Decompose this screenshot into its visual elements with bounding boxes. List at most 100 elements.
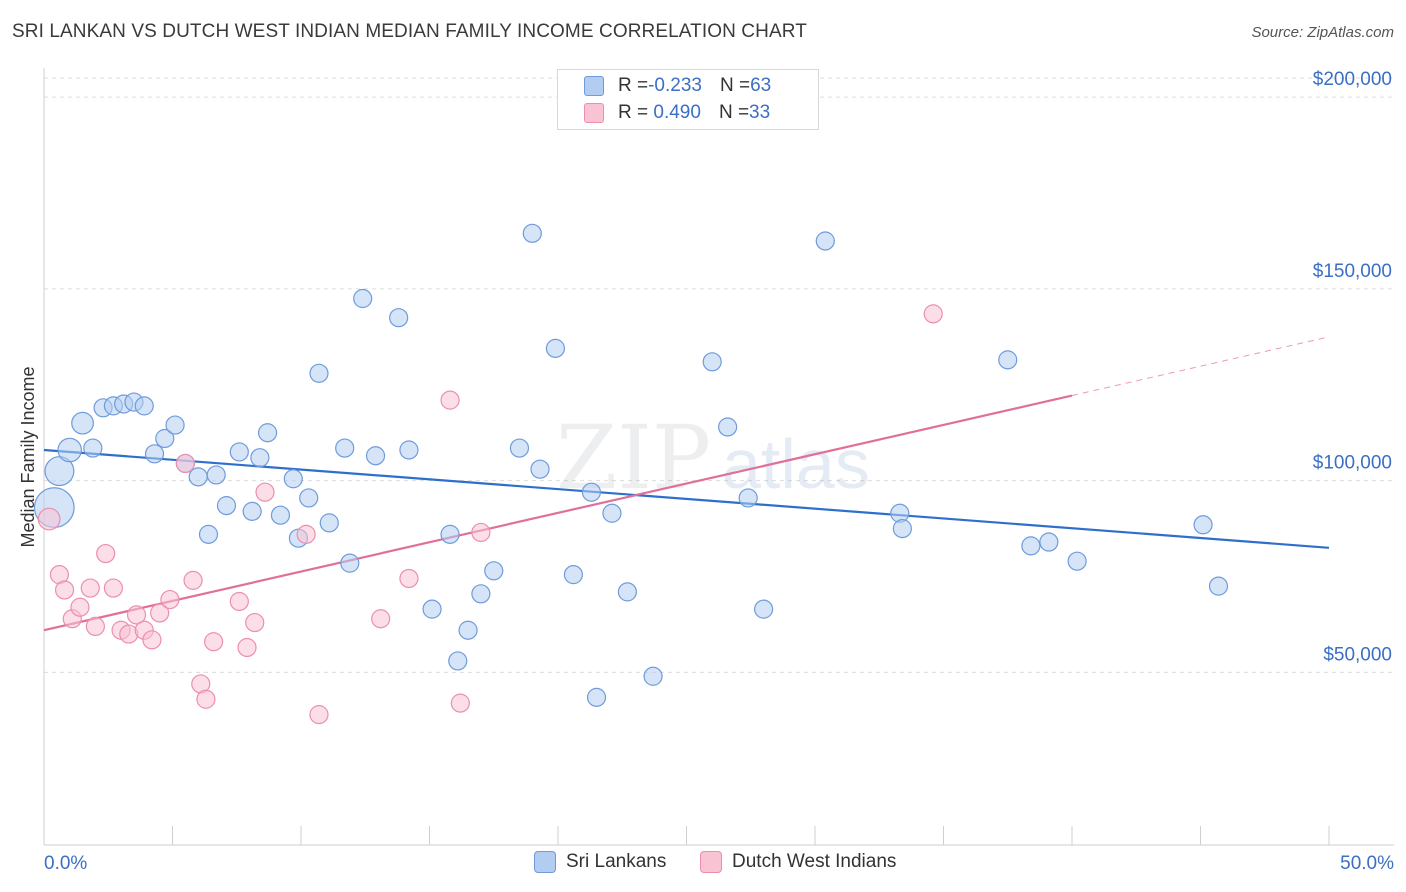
sri-lankan-point [998,350,1018,370]
sri-lankan-point [144,444,165,464]
y-tick-label: $50,000 [1323,644,1392,665]
dutch-west-indian-point [371,609,391,629]
sri-lankan-point [458,620,478,640]
sri-lankan-point [440,524,460,544]
data-points [33,223,1229,725]
legend-r-label: R = [618,75,649,96]
dutch-west-indian-point [296,524,316,544]
bottom-legend-label: Dutch West Indians [732,851,897,872]
sri-lankan-point [257,423,278,443]
dutch-west-indian-point [440,390,460,410]
sri-lankan-point [892,519,912,539]
dutch-west-indian-point [309,705,329,725]
legend-r-value: 0.490 [648,102,701,123]
dutch-west-indian-point [399,568,419,589]
sri-lankan-point [1208,576,1229,596]
sri-lankan-point [1193,515,1213,535]
trend-line-dutch-west-indians-extension [1071,336,1330,397]
legend-n-label: N = [718,102,750,123]
dutch-west-indian-point [103,578,123,598]
sri-lankan-point [335,438,355,458]
dutch-west-indian-point [160,589,180,610]
sri-lankan-point [399,440,419,460]
dutch-west-indian-point [923,304,943,324]
sri-lankan-point [319,513,339,533]
legend-row-sri-lankans: R = -0.233 N = 63 [584,74,771,98]
sri-lankan-point [270,505,291,525]
sri-lankan-point [250,448,270,468]
x-tick-label: 0.0% [44,853,87,874]
sri-lankan-point [188,467,208,487]
dutch-west-indian-point [229,591,249,612]
sri-lankan-point [206,465,226,485]
dutch-west-indian-point [70,597,90,617]
sri-lankan-point [738,488,758,508]
y-axis-title: Median Family Income [18,366,38,547]
sri-lankan-point [299,488,319,508]
sri-lankan-point [448,651,468,671]
legend-swatch-pink [584,103,604,123]
chart-title: SRI LANKAN VS DUTCH WEST INDIAN MEDIAN F… [12,21,807,42]
dutch-west-indian-point [450,693,470,713]
bottom-legend-sri-lankans[interactable]: Sri Lankans [534,851,666,873]
sri-lankan-point [718,417,738,437]
sri-lankan-point [340,553,360,573]
sri-lankan-point [586,687,607,707]
dutch-west-indian-point [96,543,116,564]
sri-lankan-point [422,599,442,619]
sri-lankan-point [530,459,550,479]
legend-r-label: R = [618,102,649,123]
trend-lines [43,336,1330,632]
dutch-west-indian-point [237,637,257,658]
y-tick-label: $200,000 [1313,69,1392,90]
sri-lankan-point [1039,532,1059,552]
sri-lankan-point [57,437,82,463]
dutch-west-indian-point [142,630,162,650]
sri-lankan-point [216,496,237,516]
bottom-legend-swatch-blue [534,851,556,873]
legend-n-value: 63 [750,75,772,96]
dutch-west-indian-point [175,453,195,474]
watermark-zip: ZIP [556,406,711,509]
sri-lankan-point [283,469,303,489]
dutch-west-indian-point [255,482,275,502]
sri-lankan-point [1021,536,1041,556]
sri-lankan-point [242,501,262,521]
sri-lankan-point [815,231,835,251]
legend-r-value: -0.233 [648,75,702,96]
bottom-legend-label: Sri Lankans [566,851,667,872]
dutch-west-indian-point [183,570,203,590]
axes [43,68,1394,846]
sri-lankan-point [643,666,663,686]
sri-lankan-point [1067,551,1087,571]
dutch-west-indian-point [126,605,147,625]
sri-lankan-point [353,288,373,309]
sri-lankan-point [165,415,185,435]
sri-lankan-point [753,599,774,619]
sri-lankan-point [545,338,566,358]
bottom-legend-swatch-pink [700,851,722,873]
sri-lankan-point [471,584,491,604]
y-tick-label: $100,000 [1313,453,1392,474]
sri-lankan-point [509,438,530,458]
trend-line-dutch-west-indians [43,394,1073,632]
dutch-west-indian-point [54,580,75,600]
axis-labels: $50,000 $100,000 $150,000 $200,000 0.0% 50.0%… [18,69,1394,874]
dutch-west-indian-point [245,612,265,633]
y-tick-label: $150,000 [1313,261,1392,282]
bottom-legend-dutch-west-indians[interactable]: Dutch West Indians [700,851,896,873]
dutch-west-indian-point [150,603,170,623]
dutch-west-indian-point [80,578,100,598]
legend-n-label: N = [719,75,751,96]
sri-lankan-point [581,482,602,502]
sri-lankan-point [365,446,386,466]
sri-lankan-point [229,442,249,462]
sri-lankan-point [309,363,329,383]
sri-lankan-point [155,428,175,449]
sri-lankan-point [617,582,637,602]
legend-n-value: 33 [749,102,771,123]
correlation-legend: R = -0.233 N = 63 R = 0.490 N = 33 [557,69,819,130]
dutch-west-indian-point [471,522,491,543]
sri-lankan-point [134,396,154,416]
